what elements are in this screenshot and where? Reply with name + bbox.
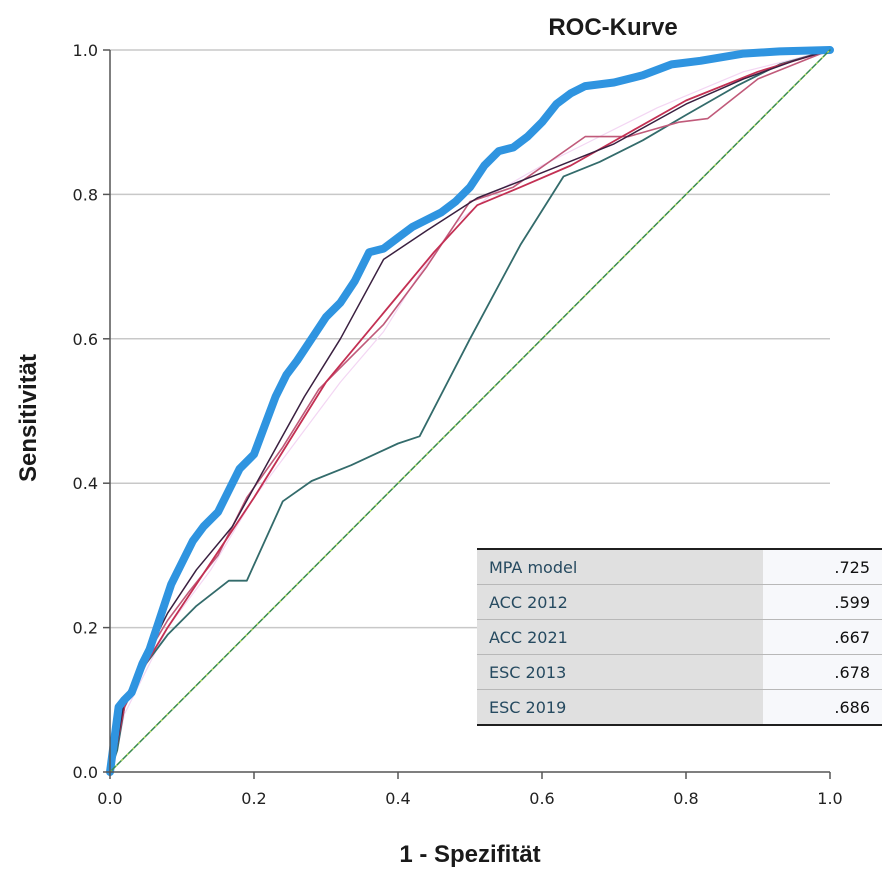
y-tick-label: 1.0 [73, 41, 98, 60]
y-axis-label: Sensitivität [15, 354, 42, 482]
reference-line-dots [109, 49, 831, 773]
axes [109, 50, 830, 773]
x-tick-label: 1.0 [817, 789, 842, 808]
auc-table-row: ACC 2012.599 [477, 584, 882, 620]
auc-table: MPA model .725 ACC 2012.599 ACC 2021.667 ESC… [477, 548, 882, 726]
y-tick-label: 0.8 [73, 185, 98, 204]
y-tick-label: 0.2 [73, 619, 98, 638]
auc-value: .678 [763, 654, 882, 690]
auc-table-row: ESC 2019.686 [477, 689, 882, 726]
roc-curve-0 [109, 49, 831, 773]
x-tick-label: 0.0 [97, 789, 122, 808]
auc-model-name: MPA model [477, 548, 763, 585]
y-tick-label: 0.6 [73, 330, 98, 349]
auc-model-name: ESC 2019 [477, 689, 763, 726]
x-tick-label: 0.6 [529, 789, 554, 808]
x-axis-ticks: 0.0 0.2 0.4 0.6 0.8 1.0 [97, 772, 843, 808]
y-axis-ticks: 0.0 0.2 0.4 0.6 0.8 1.0 [73, 41, 110, 782]
x-tick-label: 0.4 [385, 789, 410, 808]
auc-value: .667 [763, 619, 882, 655]
auc-model-name: ESC 2013 [477, 654, 763, 690]
x-tick-label: 0.2 [241, 789, 266, 808]
x-tick-label: 0.8 [673, 789, 698, 808]
auc-table-row: MPA model .725 [477, 548, 882, 585]
auc-table-row: ESC 2013.678 [477, 654, 882, 690]
x-axis-label: 1 - Spezifität [399, 841, 540, 868]
auc-value: .599 [763, 584, 882, 620]
auc-model-name: ACC 2012 [477, 584, 763, 620]
roc-curve-1 [109, 49, 831, 773]
roc-curve-5 [106, 46, 834, 776]
y-tick-label: 0.4 [73, 474, 98, 493]
auc-value: .686 [763, 689, 882, 726]
auc-model-name: ACC 2021 [477, 619, 763, 655]
chart-title: ROC-Kurve [548, 14, 677, 41]
auc-table-row: ACC 2021.667 [477, 619, 882, 655]
series-layer [106, 46, 834, 776]
y-tick-label: 0.0 [73, 763, 98, 782]
auc-value: .725 [763, 548, 882, 585]
